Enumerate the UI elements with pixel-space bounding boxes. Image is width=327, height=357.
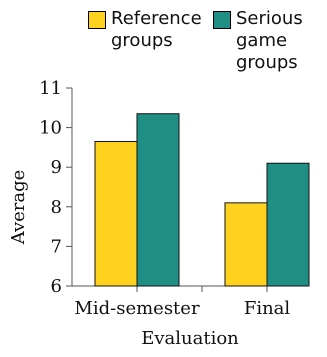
- legend-swatch-serious-game-groups: [213, 11, 231, 29]
- bars-layer: [95, 114, 309, 286]
- x-axis-title: Evaluation: [141, 328, 239, 349]
- x-tick-label: Final: [244, 298, 291, 319]
- x-tick-label: Mid-semester: [74, 298, 200, 319]
- legend-item-serious-game-groups: Serious game groups: [213, 8, 308, 74]
- legend: Reference groups Serious game groups: [0, 0, 327, 90]
- y-tick-label: 10: [39, 118, 62, 139]
- bar-reference-final: [225, 203, 267, 286]
- bar-reference-mid-semester: [95, 141, 137, 286]
- bar-serious-game-final: [267, 163, 309, 286]
- y-axis-title: Average: [8, 170, 29, 246]
- y-tick-label: 8: [51, 197, 62, 218]
- legend-swatch-reference-groups: [88, 11, 106, 29]
- y-tick-label: 7: [51, 236, 62, 257]
- legend-item-reference-groups: Reference groups: [88, 8, 200, 52]
- y-tick-label: 6: [51, 276, 62, 297]
- y-tick-label: 9: [51, 157, 62, 178]
- legend-label-reference-groups: Reference groups: [111, 8, 202, 52]
- bar-serious-game-mid-semester: [137, 114, 179, 286]
- legend-label-serious-game-groups: Serious game groups: [236, 8, 308, 74]
